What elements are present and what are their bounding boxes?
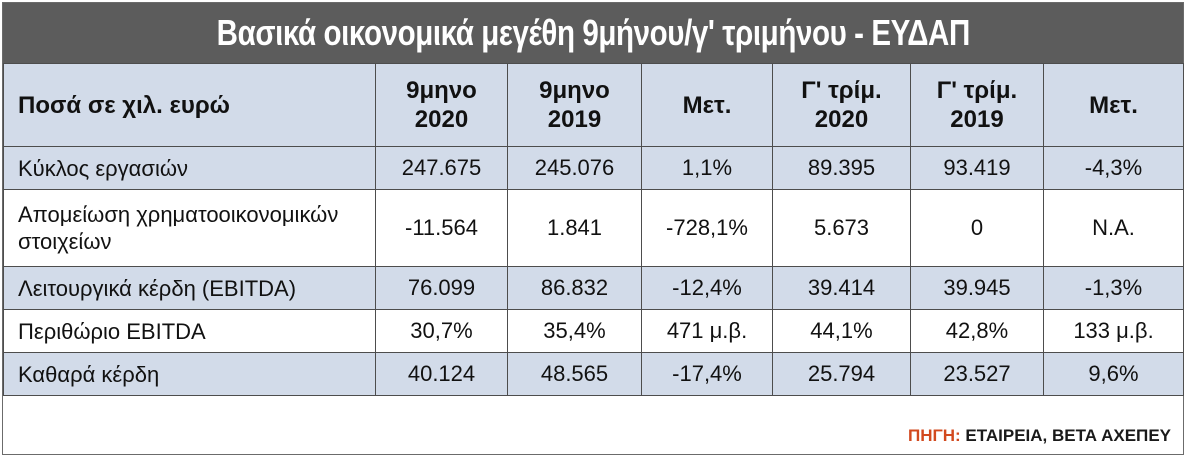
table-cell: -17,4%: [641, 352, 773, 396]
header-cell-9m-2020: 9μηνο 2020: [375, 63, 508, 147]
table-cell: N.A.: [1043, 189, 1184, 267]
row-label: Περιθώριο EBITDA: [3, 309, 376, 353]
table-cell: -4,3%: [1043, 146, 1184, 190]
table-cell: 133 μ.β.: [1043, 309, 1184, 353]
table-cell: 0: [910, 189, 1044, 267]
table-cell: 44,1%: [772, 309, 911, 353]
data-table: Ποσά σε χιλ. ευρώ 9μηνο 2020 9μηνο 2019 Με…: [3, 63, 1184, 396]
table-cell: 39.945: [910, 266, 1044, 310]
table-cell: 30,7%: [375, 309, 508, 353]
header-cell-change-9m: Μετ.: [641, 63, 773, 147]
source-label: ΠΗΓΗ:: [907, 426, 961, 445]
row-label: Λειτουργικά κέρδη (EBITDA): [3, 266, 376, 310]
table-cell: -11.564: [375, 189, 508, 267]
table-cell: 76.099: [375, 266, 508, 310]
table-title: Βασικά οικονομικά μεγέθη 9μήνου/γ' τριμή…: [216, 12, 970, 53]
table-row: Καθαρά κέρδη 40.124 48.565 -17,4% 25.794…: [3, 352, 1184, 396]
row-label: Απομείωση χρηματοοικονομικών στοιχείων: [3, 189, 376, 267]
row-label: Κύκλος εργασιών: [3, 146, 376, 190]
table-cell: -12,4%: [641, 266, 773, 310]
header-cell-9m-2019: 9μηνο 2019: [507, 63, 642, 147]
table-cell: 471 μ.β.: [641, 309, 773, 353]
table-cell: 93.419: [910, 146, 1044, 190]
source-text: ΕΤΑΙΡΕΙΑ, ΒΕΤΑ ΑΧΕΠΕΥ: [965, 426, 1171, 445]
table-cell: 86.832: [507, 266, 642, 310]
table-cell: 23.527: [910, 352, 1044, 396]
source-note: ΠΗΓΗ: ΕΤΑΙΡΕΙΑ, ΒΕΤΑ ΑΧΕΠΕΥ: [908, 426, 1171, 446]
row-label: Καθαρά κέρδη: [3, 352, 376, 396]
table-cell: 42,8%: [910, 309, 1044, 353]
table-cell: 1.841: [507, 189, 642, 267]
table-row: Απομείωση χρηματοοικονομικών στοιχείων -1…: [3, 189, 1184, 267]
table-cell: 9,6%: [1043, 352, 1184, 396]
table-cell: 40.124: [375, 352, 508, 396]
header-cell-q3-2019: Γ' τρίμ. 2019: [910, 63, 1044, 147]
table-row: Λειτουργικά κέρδη (EBITDA) 76.099 86.832…: [3, 266, 1184, 310]
table-cell: 89.395: [772, 146, 911, 190]
table-cell: 48.565: [507, 352, 642, 396]
table-title-bar: Βασικά οικονομικά μεγέθη 9μήνου/γ' τριμή…: [3, 3, 1183, 63]
table-row: Περιθώριο EBITDA 30,7% 35,4% 471 μ.β. 44…: [3, 309, 1184, 353]
table-row: Κύκλος εργασιών 247.675 245.076 1,1% 89.…: [3, 146, 1184, 190]
table-cell: 5.673: [772, 189, 911, 267]
header-row: Ποσά σε χιλ. ευρώ 9μηνο 2020 9μηνο 2019 Με…: [3, 63, 1184, 147]
header-cell-label: Ποσά σε χιλ. ευρώ: [3, 63, 376, 147]
table-cell: 1,1%: [641, 146, 773, 190]
table-cell: 39.414: [772, 266, 911, 310]
header-cell-q3-2020: Γ' τρίμ. 2020: [772, 63, 911, 147]
table-cell: -728,1%: [641, 189, 773, 267]
table-cell: 245.076: [507, 146, 642, 190]
table-cell: 247.675: [375, 146, 508, 190]
table-cell: 35,4%: [507, 309, 642, 353]
header-cell-change-q3: Μετ.: [1043, 63, 1184, 147]
table-cell: 25.794: [772, 352, 911, 396]
table-cell: -1,3%: [1043, 266, 1184, 310]
